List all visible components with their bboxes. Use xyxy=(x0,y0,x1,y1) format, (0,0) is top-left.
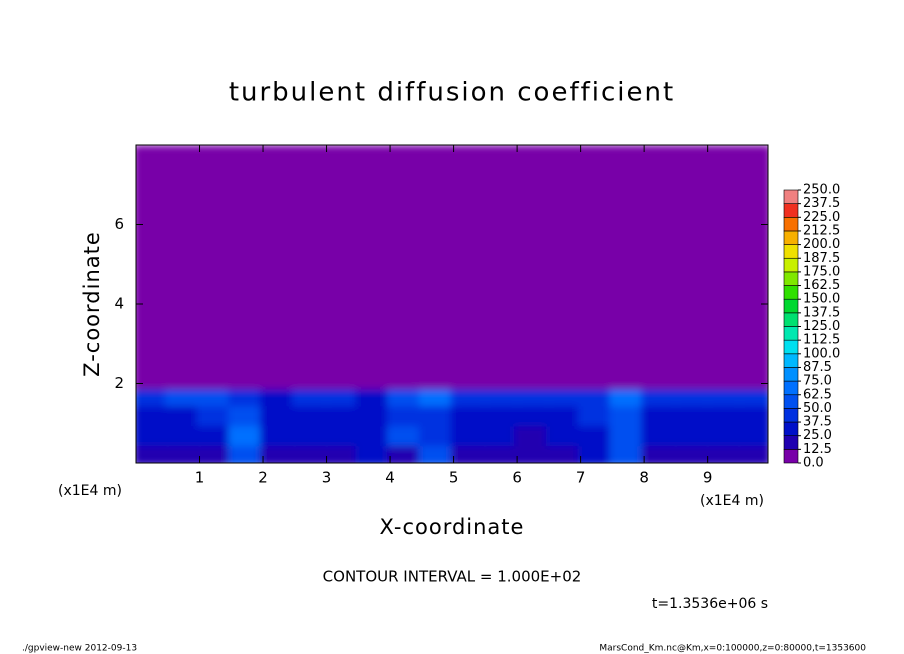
colorbar-label: 237.5 xyxy=(803,196,840,211)
field-cell xyxy=(704,145,743,390)
chart-title: turbulent diffusion coefficient xyxy=(229,78,675,108)
x-tick-label: 2 xyxy=(258,469,268,487)
field-cells xyxy=(136,145,768,463)
colorbar-label: 25.0 xyxy=(803,428,832,443)
y-tick-label: 4 xyxy=(114,295,124,313)
colorbar-label: 212.5 xyxy=(803,223,840,238)
colorbar-label: 100.0 xyxy=(803,346,840,361)
x-tick-label: 8 xyxy=(639,469,649,487)
colorbar-label: 137.5 xyxy=(803,305,840,320)
field-cell xyxy=(291,145,330,390)
colorbar-cell xyxy=(783,435,799,450)
field-cell xyxy=(387,145,425,390)
colorbar-cell xyxy=(783,408,799,423)
field-cell xyxy=(418,145,457,390)
colorbar-label: 125.0 xyxy=(803,319,840,334)
colorbar-label: 50.0 xyxy=(803,401,832,416)
field-cell xyxy=(228,145,267,390)
colorbar-label: 162.5 xyxy=(803,278,840,293)
time-label: t=1.3536e+06 s xyxy=(652,596,768,612)
colorbar-cell xyxy=(783,217,799,232)
field-cell xyxy=(641,145,679,390)
field-cell xyxy=(514,145,552,390)
colorbar-cell xyxy=(783,203,799,218)
footer-right: MarsCond_Km.nc@Km,x=0:100000,z=0:80000,t… xyxy=(599,644,866,654)
field-cell xyxy=(323,145,362,390)
x-tick-label: 4 xyxy=(385,469,395,487)
colorbar-label: 87.5 xyxy=(803,360,832,375)
layer: 1 2 3 4 5 6 7 8 9 2 4 6 0.012.525.037.550.062.575.08… xyxy=(114,144,840,487)
colorbar-cell xyxy=(783,449,799,464)
colorbar-cell xyxy=(783,326,799,341)
colorbar-cell xyxy=(783,298,799,314)
colorbar-cell xyxy=(783,367,799,382)
colorbar-label: 187.5 xyxy=(803,251,840,266)
colorbar-cell xyxy=(783,380,799,396)
colorbar-cell xyxy=(783,421,799,436)
colorbar-label: 150.0 xyxy=(803,292,840,307)
colorbar-cell xyxy=(783,244,799,259)
x-axis-label: X-coordinate xyxy=(380,515,525,539)
colorbar-label: 200.0 xyxy=(803,237,840,252)
colorbar-cell xyxy=(783,230,799,245)
colorbar-cell xyxy=(783,353,799,368)
field-cell xyxy=(577,145,616,390)
colorbar-label: 250.0 xyxy=(803,183,840,198)
colorbar-label: 225.0 xyxy=(803,210,840,225)
colorbar-label: 62.5 xyxy=(803,387,832,402)
field-cell xyxy=(609,145,648,390)
contour-interval: CONTOUR INTERVAL = 1.000E+02 xyxy=(323,568,582,586)
colorbar-cell xyxy=(783,339,799,355)
x-unit: (x1E4 m) xyxy=(700,493,764,509)
field-cell xyxy=(482,145,521,390)
x-tick-label: 7 xyxy=(576,469,586,487)
y-axis-label: Z-coordinate xyxy=(80,231,104,377)
y-tick-label: 6 xyxy=(114,215,124,233)
field xyxy=(136,145,768,463)
x-tick-label: 1 xyxy=(195,469,205,487)
colorbar-label: 175.0 xyxy=(803,264,840,279)
colorbar-label: 0.0 xyxy=(803,456,824,471)
field-cell xyxy=(164,145,203,390)
colorbar-label: 112.5 xyxy=(803,333,840,348)
x-tick-label: 5 xyxy=(449,469,459,487)
colorbar-cell xyxy=(783,257,799,273)
colorbar-cell xyxy=(783,394,799,409)
field-cell xyxy=(355,145,394,390)
colorbar-cell xyxy=(783,312,799,327)
field-cell xyxy=(196,145,235,390)
field-cell xyxy=(260,145,298,390)
x-tick-label: 6 xyxy=(512,469,522,487)
field-cell xyxy=(545,145,584,390)
colorbar-label: 75.0 xyxy=(803,374,832,389)
field-cell xyxy=(450,145,489,390)
x-tick-label: 9 xyxy=(703,469,713,487)
colorbar-label: 37.5 xyxy=(803,415,832,430)
colorbar-cell xyxy=(783,285,799,300)
y-tick-label: 2 xyxy=(114,374,124,392)
field-cell xyxy=(672,145,711,390)
x-tick-label: 3 xyxy=(322,469,332,487)
colorbar-cell xyxy=(783,271,799,286)
field-cell xyxy=(736,145,768,390)
colorbar-label: 12.5 xyxy=(803,442,832,457)
footer-left: ./gpview-new 2012-09-13 xyxy=(22,644,137,654)
colorbar-cell xyxy=(783,189,799,204)
y-unit: (x1E4 m) xyxy=(58,483,122,499)
